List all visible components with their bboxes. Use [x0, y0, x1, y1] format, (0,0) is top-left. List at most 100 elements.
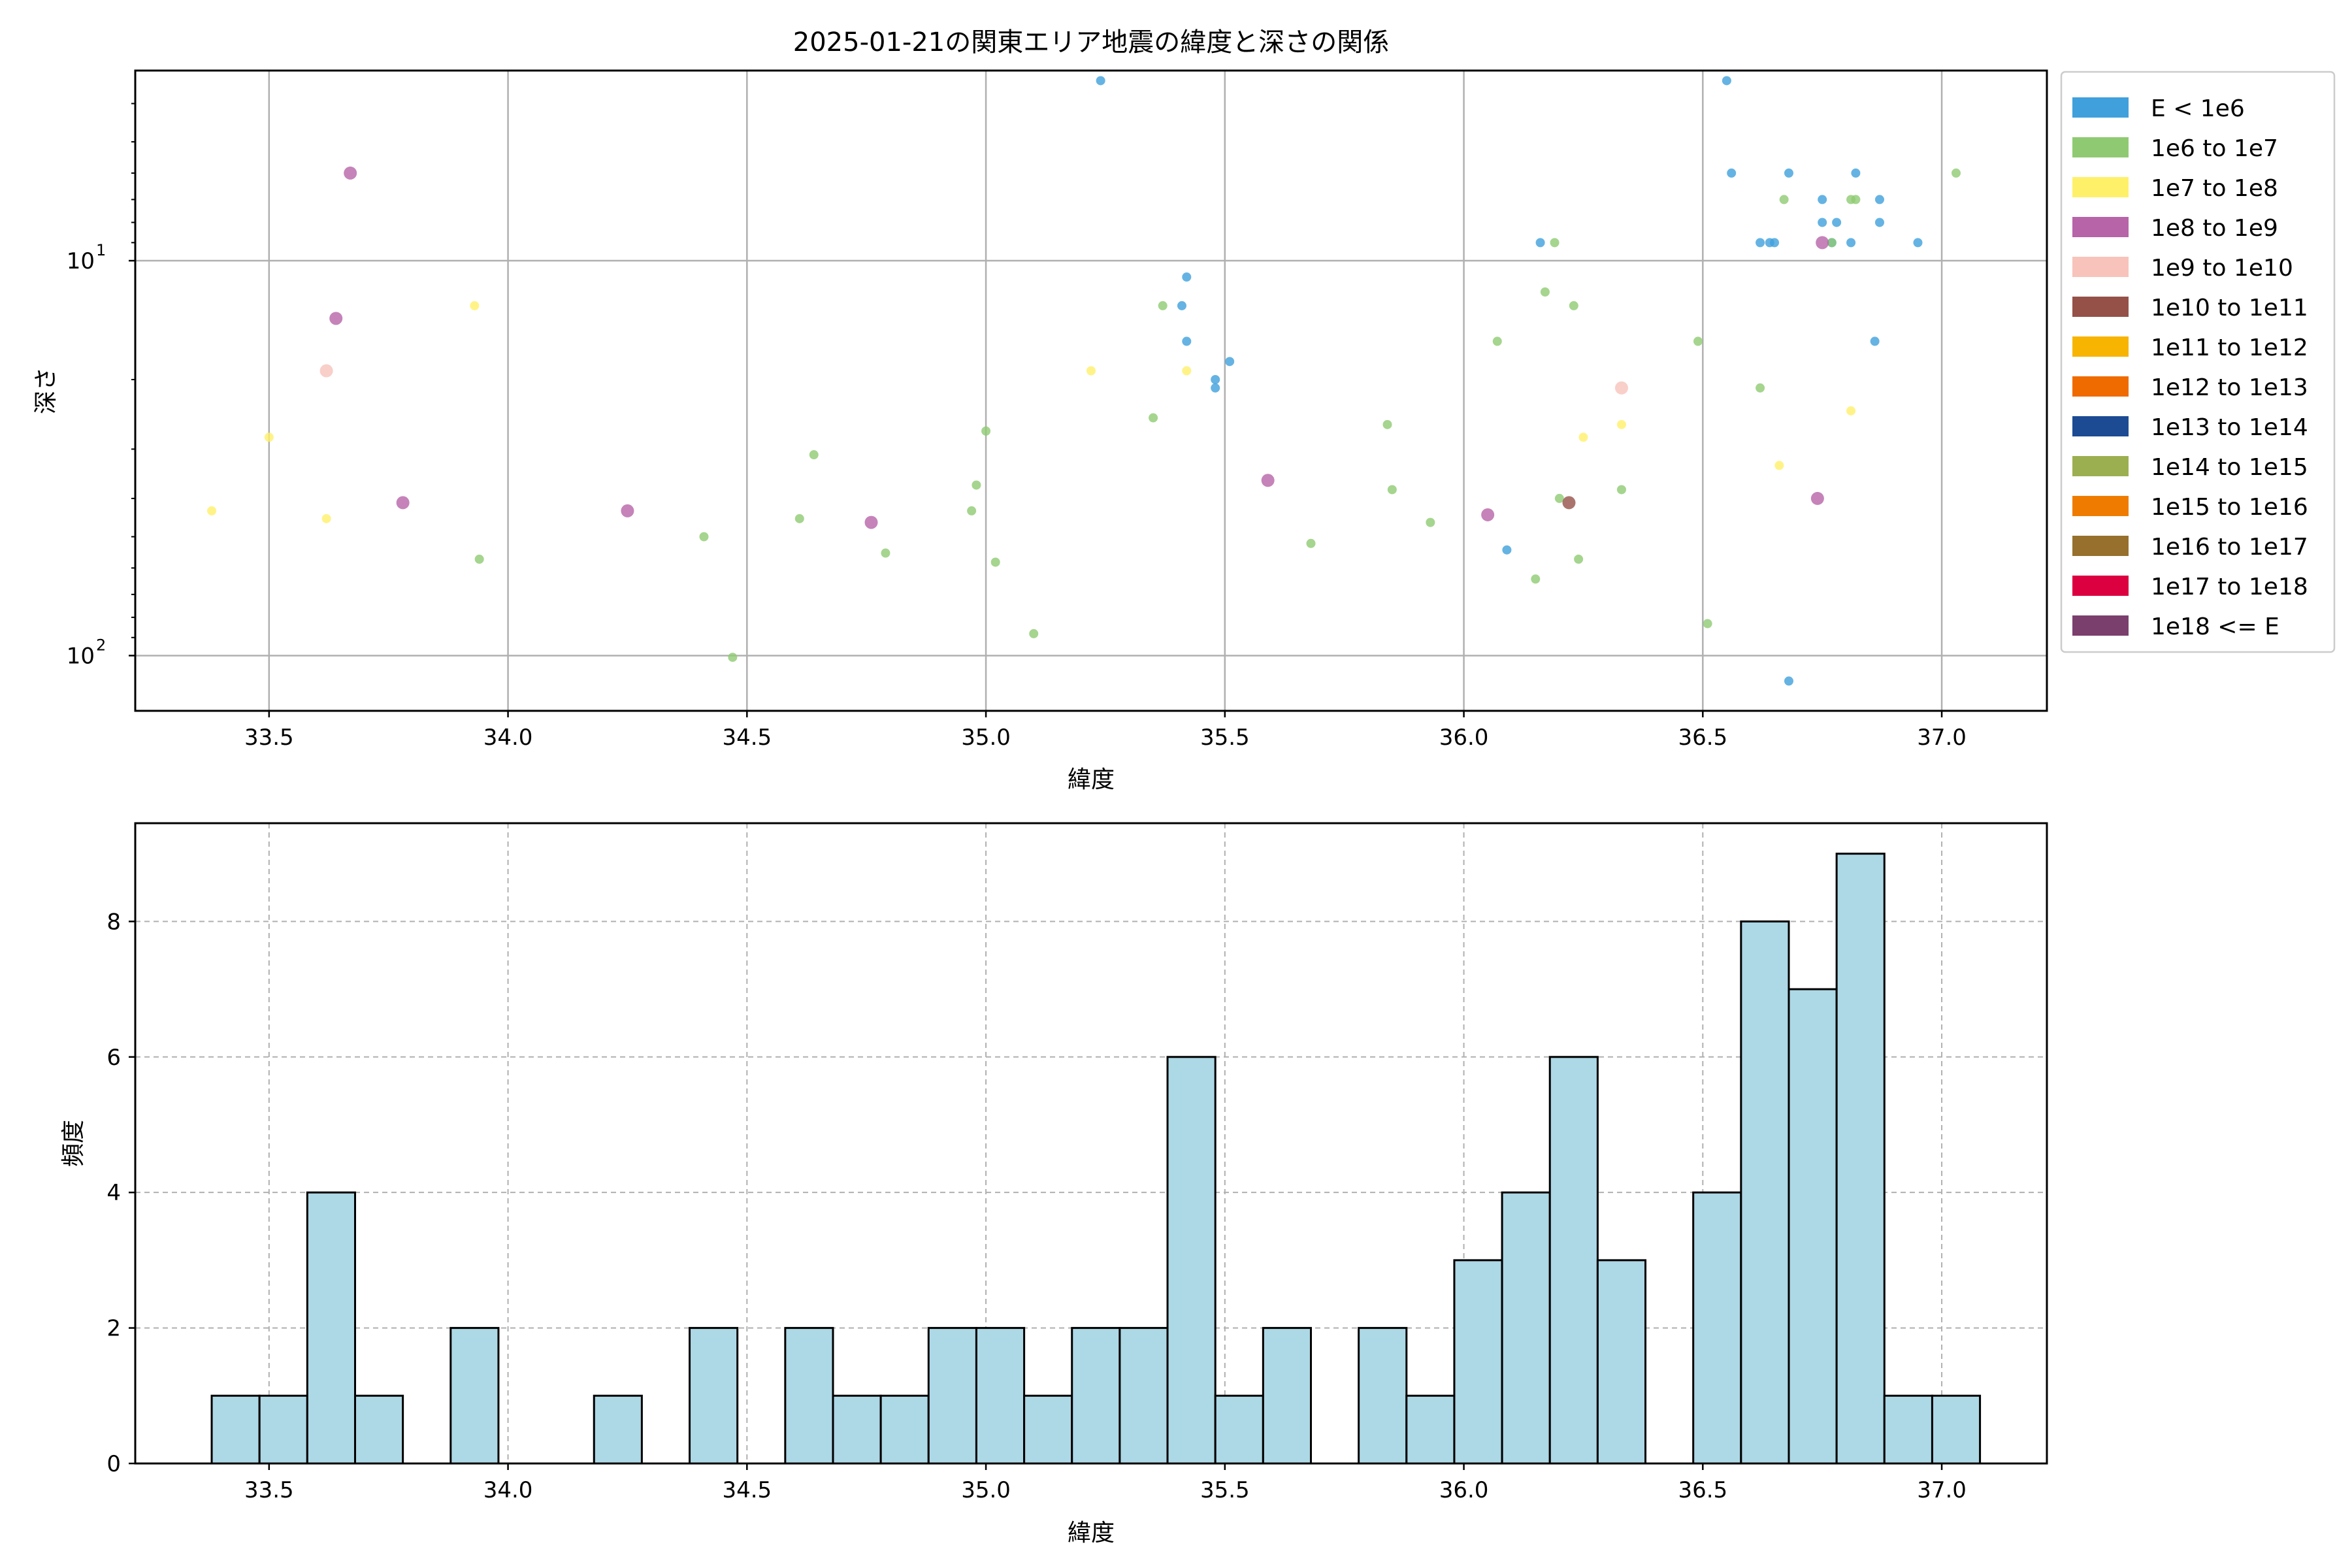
histogram-bar	[1835, 853, 1886, 1465]
legend-swatch	[2072, 376, 2129, 397]
scatter-point	[728, 653, 738, 662]
histogram-chart: 33.5 34.0 34.5 35.0 35.5 36.0 36.5 37.0 0 2 4 6 8 緯…	[60, 822, 2048, 1546]
legend-label: 1e7 to 1e8	[2151, 175, 2278, 202]
scatter-y-tick-exponent: 2	[96, 636, 106, 654]
histogram-x-tick-label: 37.0	[1917, 1477, 1967, 1503]
legend-label: E < 1e6	[2151, 95, 2245, 122]
histogram-bar	[1262, 1327, 1312, 1465]
legend-swatch	[2072, 257, 2129, 277]
histogram-bar	[1166, 1056, 1217, 1465]
scatter-point	[396, 496, 410, 510]
histogram-bar	[1119, 1327, 1169, 1465]
legend-label: 1e14 to 1e15	[2151, 454, 2308, 481]
scatter-point	[1851, 195, 1861, 204]
legend-swatch	[2072, 456, 2129, 476]
scatter-point	[1382, 419, 1392, 429]
legend-label: 1e6 to 1e7	[2151, 135, 2278, 162]
scatter-point	[344, 166, 357, 180]
scatter-point	[1816, 236, 1829, 250]
histogram-x-tick-label: 36.5	[1678, 1477, 1727, 1503]
histogram-bar	[1214, 1394, 1264, 1465]
scatter-point	[699, 532, 709, 542]
legend-swatch	[2072, 336, 2129, 357]
scatter-point	[1387, 485, 1397, 495]
legend-label: 1e12 to 1e13	[2151, 374, 2308, 401]
scatter-point	[1182, 366, 1192, 376]
scatter-point	[1851, 168, 1861, 178]
histogram-bar	[1596, 1259, 1647, 1465]
legend-label: 1e8 to 1e9	[2151, 215, 2278, 242]
scatter-point	[1426, 517, 1435, 527]
scatter-x-tick-label: 33.5	[244, 725, 294, 751]
scatter-point	[1182, 336, 1192, 346]
scatter-point	[1614, 381, 1628, 395]
legend-label: 1e9 to 1e10	[2151, 255, 2293, 282]
scatter-point	[1569, 301, 1578, 310]
scatter-point	[1913, 238, 1923, 248]
scatter-point	[264, 433, 274, 442]
scatter-x-axis-ticks: 33.5 34.0 34.5 35.0 35.5 36.0 36.5 37.0	[244, 711, 1967, 751]
scatter-point	[1952, 168, 1961, 178]
scatter-y-tick-exponent: 1	[96, 241, 106, 259]
scatter-point	[967, 506, 977, 515]
scatter-point	[1703, 619, 1712, 629]
legend-swatch	[2072, 137, 2129, 157]
scatter-point	[1029, 629, 1039, 638]
scatter-point	[1722, 76, 1731, 86]
scatter-point	[1874, 218, 1884, 227]
histogram-bar	[1740, 920, 1790, 1465]
scatter-point	[1779, 195, 1789, 204]
scatter-point	[1531, 574, 1541, 584]
legend-label: 1e18 <= E	[2151, 613, 2279, 640]
scatter-point	[321, 514, 331, 523]
scatter-point	[981, 426, 991, 436]
scatter-x-axis-label: 緯度	[1068, 766, 1115, 793]
histogram-x-tick-label: 33.5	[244, 1477, 294, 1503]
legend-swatch	[2072, 416, 2129, 436]
scatter-x-tick-label: 34.5	[722, 725, 772, 751]
histogram-bar	[1883, 1394, 1933, 1465]
scatter-x-tick-label: 34.0	[483, 725, 533, 751]
scatter-x-tick-label: 37.0	[1917, 725, 1967, 751]
histogram-bar	[784, 1327, 834, 1465]
histogram-bar	[1023, 1394, 1073, 1465]
histogram-y-tick-label: 4	[106, 1180, 121, 1206]
histogram-bar	[1501, 1191, 1551, 1465]
histogram-bar	[449, 1327, 500, 1465]
scatter-point	[881, 548, 890, 558]
histogram-bar	[689, 1327, 739, 1465]
scatter-point	[1832, 218, 1842, 227]
histogram-bar	[1071, 1327, 1121, 1465]
scatter-point	[1158, 301, 1168, 310]
histogram-y-tick-label: 8	[106, 909, 121, 935]
scatter-title: 2025-01-21の関東エリア地震の緯度と深さの関係	[793, 27, 1389, 57]
scatter-point	[1810, 491, 1824, 505]
legend-box	[2060, 71, 2336, 653]
scatter-point	[1211, 383, 1220, 393]
legend-items: E < 1e6 1e6 to 1e7 1e7 to 1e8 1e8 to 1e9 1e9…	[2072, 95, 2308, 640]
scatter-point	[1225, 357, 1235, 367]
scatter-point	[972, 480, 981, 490]
legend-swatch	[2072, 177, 2129, 197]
legend-swatch	[2072, 576, 2129, 596]
histogram-bar	[1548, 1056, 1599, 1465]
scatter-grid	[135, 71, 2047, 711]
scatter-point	[1774, 461, 1784, 470]
histogram-y-axis-label: 頻度	[60, 1120, 87, 1167]
scatter-x-tick-label: 36.0	[1439, 725, 1489, 751]
legend-label: 1e17 to 1e18	[2151, 574, 2308, 600]
histogram-bar	[879, 1394, 930, 1465]
scatter-point	[1756, 238, 1765, 248]
legend-swatch	[2072, 217, 2129, 237]
scatter-y-axis-label: 深さ	[33, 367, 59, 414]
scatter-point	[319, 364, 333, 378]
histogram-bar	[1405, 1394, 1456, 1465]
scatter-point	[1574, 554, 1584, 564]
histogram-bar	[353, 1394, 404, 1465]
scatter-point	[1502, 545, 1512, 555]
histogram-bar	[1358, 1327, 1408, 1465]
histogram-bar	[1692, 1191, 1742, 1465]
scatter-point	[809, 450, 819, 460]
